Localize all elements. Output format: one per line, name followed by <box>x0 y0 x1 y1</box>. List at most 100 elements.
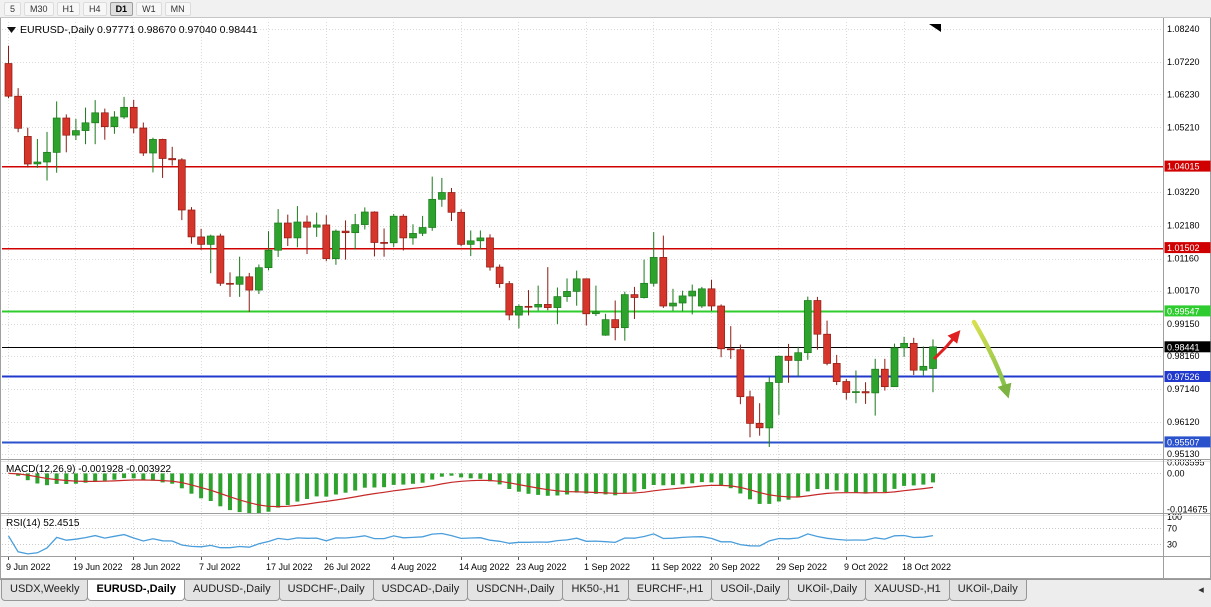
chart-tab-usdcad-daily[interactable]: USDCAD-,Daily <box>372 580 469 601</box>
price-badge <box>1164 436 1211 448</box>
candle-body <box>582 278 591 315</box>
candle-body <box>81 122 90 131</box>
candle-body <box>611 319 620 329</box>
candle-body <box>861 391 870 394</box>
candle-body <box>755 422 764 429</box>
price-axis-label: 0.95130 <box>1167 449 1200 459</box>
timeframe-button-h4[interactable]: H4 <box>83 1 107 16</box>
candle-body <box>852 391 860 393</box>
candle-body <box>486 237 494 268</box>
chart-tab-eurchf-h1[interactable]: EURCHF-,H1 <box>627 580 713 601</box>
price-axis-label: 1.06230 <box>1167 89 1200 99</box>
candle-body <box>312 224 321 228</box>
candle-body <box>534 304 543 308</box>
price-badge-label: 0.99547 <box>1167 306 1200 316</box>
candle-body <box>303 221 311 228</box>
chart-tab-usoil-daily[interactable]: USOil-,Daily <box>711 580 790 601</box>
candle-body <box>688 290 697 297</box>
candle-body <box>206 235 215 245</box>
timeframe-button-m30[interactable]: M30 <box>24 1 54 16</box>
candle-body <box>765 382 774 429</box>
candle-body <box>14 95 22 129</box>
symbol-dropdown-icon[interactable] <box>7 27 16 33</box>
candle-body <box>100 112 109 128</box>
candle-body <box>120 106 128 118</box>
candle-body <box>592 311 600 315</box>
candle-body <box>726 348 735 351</box>
candle-body <box>678 295 687 304</box>
candle-body <box>890 347 899 388</box>
bearish-arrow-annotation[interactable] <box>971 319 1012 399</box>
rsi-axis-label: 100 <box>1167 512 1182 522</box>
candle-body <box>283 222 292 239</box>
date-label: 4 Aug 2022 <box>391 562 437 572</box>
price-axis-label: 0.96120 <box>1167 417 1200 427</box>
candle-body <box>341 230 350 234</box>
chart-tab-audusd-daily[interactable]: AUDUSD-,Daily <box>183 580 280 601</box>
bullish-arrow-annotation[interactable] <box>932 330 961 361</box>
price-badge <box>1164 305 1211 317</box>
date-label: 26 Jul 2022 <box>324 562 371 572</box>
candle-body <box>226 282 234 285</box>
date-label: 29 Sep 2022 <box>776 562 827 572</box>
candle-body <box>235 276 244 285</box>
candle-body <box>264 249 273 269</box>
date-label: 9 Jun 2022 <box>6 562 51 572</box>
chart-tab-ukoil-daily[interactable]: UKOil-,Daily <box>788 580 867 601</box>
price-badge-label: 1.01502 <box>1167 243 1200 253</box>
candle-body <box>418 227 427 234</box>
price-axis: 1.08240 1.07220 1.06230 1.05210 1.03220 1.021… <box>1164 24 1211 459</box>
candle-body <box>149 139 157 154</box>
candle-body <box>900 342 908 349</box>
candle-body <box>736 349 745 398</box>
macd-header: MACD(12,26,9) -0.001928 -0.003922 <box>6 464 172 475</box>
candle-body <box>274 222 282 251</box>
candle-body <box>110 116 119 128</box>
candle-body <box>139 127 148 154</box>
date-label: 7 Jul 2022 <box>199 562 241 572</box>
chart-tab-xauusd-h1[interactable]: XAUUSD-,H1 <box>865 580 950 601</box>
timeframe-button-5[interactable]: 5 <box>4 1 22 16</box>
timeframe-button-h1[interactable]: H1 <box>56 1 81 16</box>
tab-bar: USDX,Weekly EURUSD-,Daily AUDUSD-,Daily USD… <box>0 579 1211 607</box>
candle-body <box>640 282 648 298</box>
price-axis-label: 1.00170 <box>1167 286 1200 296</box>
chart-tab-usdx-weekly[interactable]: USDX,Weekly <box>1 580 89 601</box>
candle-body <box>33 161 42 165</box>
price-axis-label: 1.01160 <box>1167 254 1199 264</box>
candlestick-series <box>4 45 937 447</box>
candle-body <box>669 302 677 307</box>
rsi-panel: 100 70 30 <box>2 512 1182 555</box>
candle-body <box>91 112 100 124</box>
candle-body <box>871 368 880 394</box>
date-label: 9 Oct 2022 <box>844 562 888 572</box>
timeframe-button-mn[interactable]: MN <box>164 1 191 16</box>
macd-axis-label: 0.00 <box>1167 468 1185 478</box>
timeframe-button-d1[interactable]: D1 <box>109 1 134 16</box>
candle-body <box>168 158 177 161</box>
candle-body <box>23 136 32 165</box>
tabs-scroll-left-icon[interactable]: ◂ <box>1198 584 1204 596</box>
chart-tab-usdcnh-daily[interactable]: USDCNH-,Daily <box>467 580 564 601</box>
chart-tab-ukoil-daily[interactable]: UKOil-,Daily <box>948 580 1027 601</box>
candle-body <box>52 117 61 153</box>
price-badge <box>1164 371 1211 382</box>
chart-tab-eurusd-daily[interactable]: EURUSD-,Daily <box>87 580 185 601</box>
candle-body <box>515 305 523 316</box>
candle-body <box>553 296 562 308</box>
date-label: 17 Jul 2022 <box>266 562 313 572</box>
candle-body <box>293 221 302 239</box>
candle-body <box>813 300 822 335</box>
chart-tab-hk50-h1[interactable]: HK50-,H1 <box>562 580 629 601</box>
date-axis: 9 Jun 2022 19 Jun 2022 28 Jun 2022 7 Jul 20… <box>6 557 951 572</box>
candle-body <box>707 288 716 307</box>
chart-tab-usdchf-daily[interactable]: USDCHF-,Daily <box>278 580 374 601</box>
timeframe-button-w1[interactable]: W1 <box>136 1 162 16</box>
price-badge-label: 0.95507 <box>1167 437 1200 447</box>
date-label: 20 Sep 2022 <box>709 562 760 572</box>
chart-shift-marker[interactable] <box>929 24 941 32</box>
candle-body <box>72 130 80 136</box>
price-axis-label: 1.03220 <box>1167 187 1200 197</box>
